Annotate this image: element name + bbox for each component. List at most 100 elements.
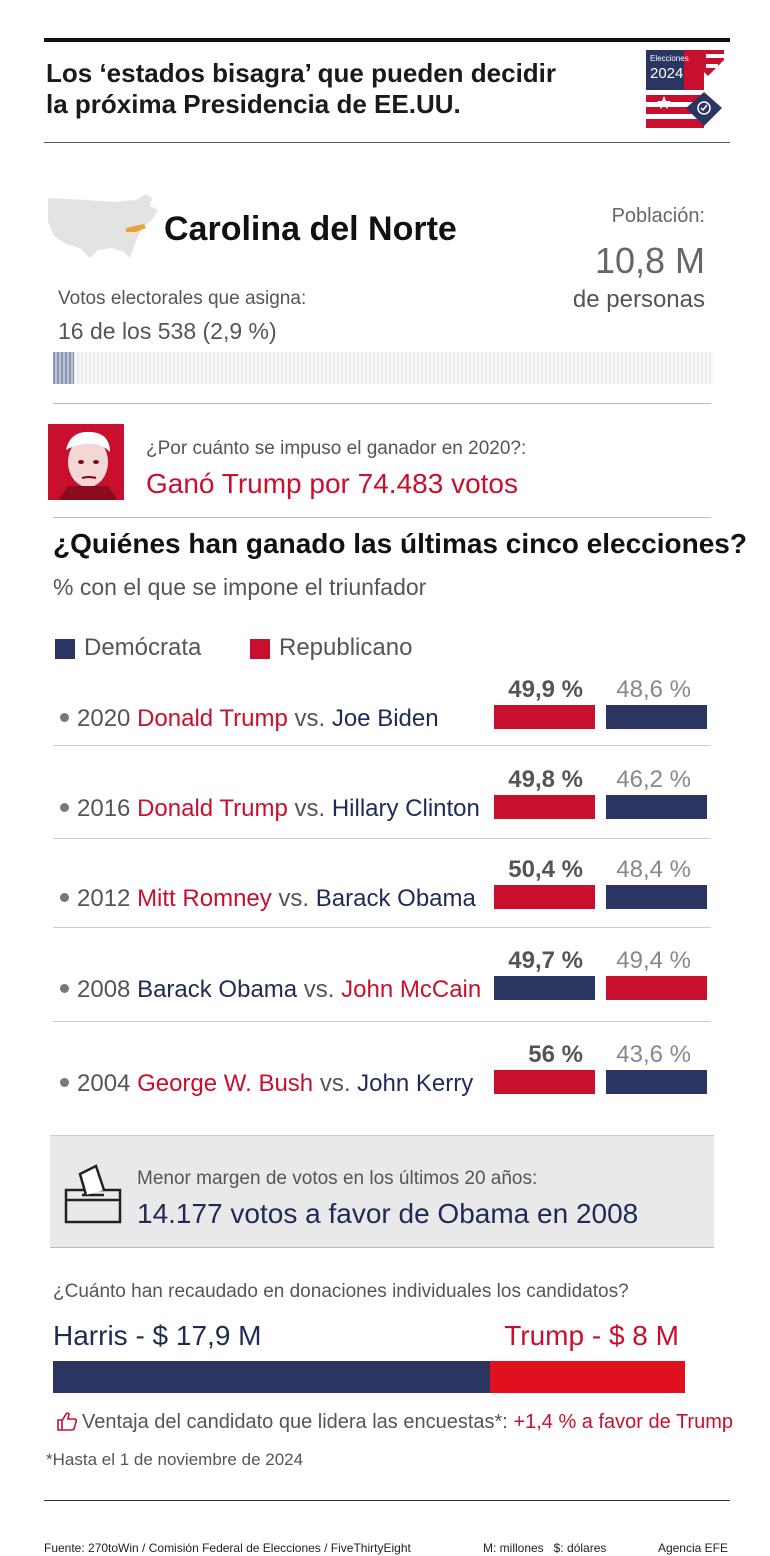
ballot-box-icon (64, 1164, 122, 1224)
thumbs-up-icon (57, 1412, 78, 1431)
winner-2020-question: ¿Por cuánto se impuso el ganador en 2020… (146, 438, 527, 459)
winner-percent: 49,9 % (508, 676, 583, 703)
loser-bar (606, 1070, 707, 1094)
donations-question: ¿Cuánto han recaudado en donaciones indi… (53, 1281, 629, 1302)
winner-percent: 49,7 % (508, 947, 583, 974)
legend-rep-label: Republicano (279, 634, 413, 661)
footer-units: M: millones $: dólares (483, 1541, 607, 1555)
trump-portrait (48, 424, 124, 500)
bullet-icon (60, 893, 69, 903)
vs-text: vs. (271, 885, 316, 912)
row-divider (53, 1021, 711, 1022)
bullet-icon (60, 984, 69, 994)
header-divider (44, 142, 730, 143)
bullet-icon (60, 713, 69, 723)
harris-donations: Harris - $ 17,9 M (53, 1320, 262, 1351)
election-row-label: 2012 Mitt Romney vs. Barack Obama (60, 885, 476, 913)
elections-2024-logo: Elecciones 2024 (646, 50, 724, 128)
winner-bar (494, 976, 595, 1000)
footer-rule (44, 1500, 730, 1501)
electoral-votes-value: 16 de los 538 (2,9 %) (58, 318, 277, 344)
winner-2020-answer: Ganó Trump por 74.483 votos (146, 468, 518, 499)
footer-source: Fuente: 270toWin / Comisión Federal de E… (44, 1541, 411, 1555)
winner-bar (494, 705, 595, 729)
loser-bar (606, 885, 707, 909)
trump-donations-bar (490, 1361, 685, 1393)
loser-percent: 48,6 % (616, 676, 691, 703)
winner-name: George W. Bush (137, 1070, 314, 1097)
row-divider (53, 927, 711, 928)
election-year: 2012 (77, 885, 138, 912)
election-year: 2008 (77, 976, 138, 1003)
winner-percent: 56 % (528, 1041, 583, 1068)
loser-name: Hillary Clinton (331, 795, 480, 822)
population-unit: de personas (572, 286, 705, 313)
election-row-label: 2008 Barack Obama vs. John McCain (60, 976, 481, 1004)
loser-bar (606, 795, 707, 819)
margin-label: Menor margen de votos en los últimos 20 … (137, 1168, 538, 1189)
loser-percent: 46,2 % (616, 766, 691, 793)
winner-name: Donald Trump (137, 795, 288, 822)
margin-value: 14.177 votos a favor de Obama en 2008 (137, 1198, 639, 1229)
election-row-label: 2016 Donald Trump vs. Hillary Clinton (60, 795, 480, 823)
page-title: Los ‘estados bisagra’ que pueden decidir… (46, 58, 626, 120)
winner-bar (494, 795, 595, 819)
population-value: 10,8 M (594, 240, 705, 281)
polls-value: +1,4 % a favor de Trump (513, 1411, 733, 1433)
section-divider (53, 517, 711, 518)
polls-note: *Hasta el 1 de noviembre de 2024 (46, 1450, 304, 1469)
loser-name: John Kerry (357, 1070, 474, 1097)
margin-box (50, 1135, 714, 1248)
electoral-votes-label: Votos electorales que asigna: (58, 288, 307, 309)
us-map-icon (48, 194, 158, 258)
state-name: Carolina del Norte (164, 210, 457, 248)
bullet-icon (60, 803, 69, 813)
section-divider (53, 403, 711, 404)
winner-name: Mitt Romney (137, 885, 272, 912)
row-divider (53, 838, 711, 839)
vs-text: vs. (297, 976, 342, 1003)
loser-percent: 48,4 % (616, 856, 691, 883)
bullet-icon (60, 1078, 69, 1088)
winner-bar (494, 1070, 595, 1094)
loser-percent: 43,6 % (616, 1041, 691, 1068)
footer-agency: Agencia EFE (657, 1541, 728, 1555)
trump-donations: Trump - $ 8 M (504, 1320, 679, 1351)
loser-percent: 49,4 % (616, 947, 691, 974)
winner-percent: 50,4 % (508, 856, 583, 883)
electoral-share-fill (53, 352, 74, 384)
election-year: 2004 (77, 1070, 138, 1097)
harris-donations-bar (53, 1361, 490, 1393)
election-year: 2020 (77, 705, 138, 732)
legend-dem-swatch (55, 639, 75, 659)
winner-bar (494, 885, 595, 909)
svg-text:Elecciones: Elecciones (650, 54, 689, 63)
electoral-share-track (53, 352, 713, 384)
vs-text: vs. (313, 1070, 358, 1097)
title-line-2: la próxima Presidencia de EE.UU. (46, 89, 461, 119)
loser-name: Joe Biden (331, 705, 439, 732)
polls-label: Ventaja del candidato que lidera las enc… (82, 1411, 508, 1433)
polls-advantage: Ventaja del candidato que lidera las enc… (56, 1410, 733, 1434)
row-divider (53, 745, 711, 746)
loser-name: John McCain (341, 976, 482, 1003)
loser-name: Barack Obama (315, 885, 476, 912)
winner-name: Donald Trump (137, 705, 288, 732)
legend-rep-swatch (250, 639, 270, 659)
winner-percent: 49,8 % (508, 766, 583, 793)
winner-name: Barack Obama (137, 976, 298, 1003)
loser-bar (606, 705, 707, 729)
loser-bar (606, 976, 707, 1000)
election-row-label: 2020 Donald Trump vs. Joe Biden (60, 705, 439, 733)
history-subtitle: % con el que se impone el triunfador (53, 574, 427, 600)
top-rule (44, 38, 730, 42)
vs-text: vs. (287, 795, 332, 822)
vs-text: vs. (287, 705, 332, 732)
svg-text:2024: 2024 (650, 65, 683, 82)
election-row-label: 2004 George W. Bush vs. John Kerry (60, 1070, 473, 1098)
election-year: 2016 (77, 795, 138, 822)
legend-dem-label: Demócrata (84, 634, 202, 661)
population-label: Población: (611, 205, 705, 227)
history-title: ¿Quiénes han ganado las últimas cinco el… (53, 528, 747, 559)
title-line-1: Los ‘estados bisagra’ que pueden decidir (46, 58, 557, 88)
